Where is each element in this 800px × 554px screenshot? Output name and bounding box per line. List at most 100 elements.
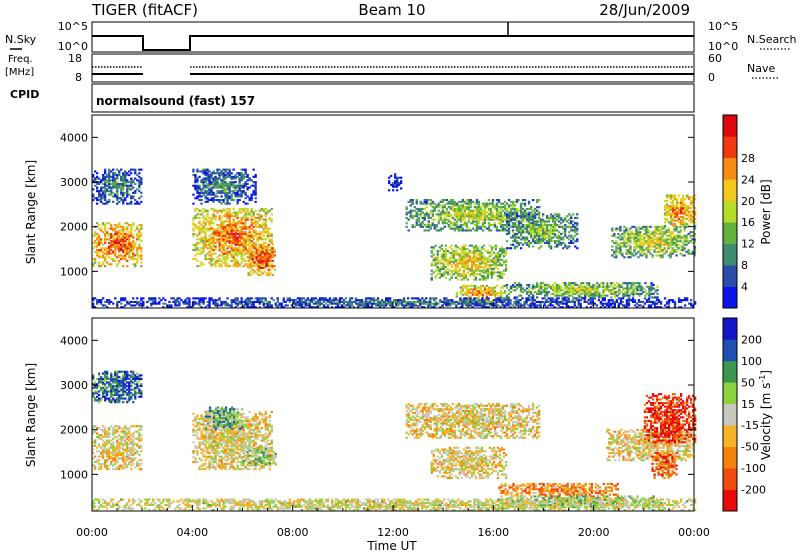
nsky-label: N.Sky bbox=[5, 33, 37, 46]
echo-cell bbox=[196, 247, 199, 250]
echo-cell bbox=[475, 286, 479, 289]
echo-cell bbox=[244, 240, 247, 243]
echo-cell bbox=[466, 251, 469, 254]
echo-cell bbox=[240, 232, 243, 235]
echo-cell bbox=[122, 174, 125, 177]
echo-cell bbox=[200, 236, 203, 239]
echo-cell bbox=[238, 249, 241, 252]
echo-cell bbox=[644, 282, 647, 285]
echo-cell bbox=[216, 227, 219, 230]
echo-cell bbox=[462, 246, 465, 249]
echo-cell bbox=[438, 271, 441, 274]
echo-cell bbox=[417, 218, 420, 221]
echo-cell bbox=[437, 215, 440, 218]
echo-cell bbox=[679, 238, 682, 241]
echo-cell bbox=[116, 197, 119, 200]
echo-cell bbox=[140, 302, 143, 305]
echo-cell bbox=[212, 227, 215, 230]
echo-cell bbox=[394, 182, 397, 185]
echo-cell bbox=[282, 300, 285, 303]
echo-cell bbox=[108, 174, 111, 177]
echo-cell bbox=[490, 274, 494, 277]
echo-cell bbox=[458, 248, 461, 251]
echo-cell bbox=[238, 241, 241, 244]
echo-cell bbox=[116, 263, 119, 266]
echo-cell bbox=[266, 236, 269, 239]
echo-cell bbox=[482, 262, 486, 265]
echo-cell bbox=[230, 302, 233, 305]
echo-cell bbox=[472, 260, 476, 263]
echo-cell bbox=[546, 220, 549, 223]
echo-cell bbox=[110, 224, 113, 227]
echo-cell bbox=[500, 273, 504, 276]
echo-cell bbox=[596, 287, 599, 290]
echo-cell bbox=[110, 232, 113, 235]
echo-cell bbox=[220, 243, 223, 246]
echo-cell bbox=[136, 174, 139, 177]
echo-cell bbox=[454, 266, 457, 269]
echo-cell bbox=[240, 207, 243, 210]
echo-cell bbox=[288, 300, 291, 303]
echo-cell bbox=[212, 181, 215, 184]
echo-cell bbox=[96, 175, 99, 178]
echo-cell bbox=[470, 251, 474, 254]
echo-cell bbox=[140, 249, 143, 252]
echo-cell bbox=[102, 190, 105, 193]
echo-cell bbox=[232, 182, 235, 185]
echo-cell bbox=[532, 287, 535, 290]
echo-cell bbox=[470, 267, 474, 270]
echo-cell bbox=[650, 289, 653, 292]
echo-cell bbox=[423, 218, 426, 221]
echo-cell bbox=[206, 174, 209, 177]
echo-cell bbox=[602, 285, 605, 288]
echo-cell bbox=[246, 175, 249, 178]
echo-cell bbox=[132, 186, 135, 189]
echo-cell bbox=[525, 224, 529, 227]
echo-cell bbox=[692, 205, 695, 208]
echo-cell bbox=[647, 231, 650, 234]
echo-cell bbox=[580, 287, 583, 290]
echo-cell bbox=[499, 229, 503, 232]
echo-cell bbox=[431, 206, 434, 209]
echo-cell bbox=[521, 243, 525, 246]
echo-cell bbox=[639, 252, 642, 255]
echo-cell bbox=[276, 304, 279, 307]
echo-cell bbox=[540, 283, 543, 286]
echo-cell bbox=[220, 174, 223, 177]
echo-cell bbox=[220, 265, 223, 268]
echo-cell bbox=[259, 266, 262, 269]
echo-cell bbox=[210, 254, 213, 257]
echo-cell bbox=[653, 245, 656, 248]
echo-cell bbox=[256, 222, 259, 225]
echo-cell bbox=[234, 263, 237, 266]
echo-cell bbox=[106, 174, 109, 177]
echo-cell bbox=[194, 243, 197, 246]
echo-cell bbox=[623, 229, 626, 232]
echo-cell bbox=[475, 293, 479, 296]
echo-cell bbox=[228, 240, 231, 243]
echo-cell bbox=[96, 202, 99, 205]
echo-cell bbox=[466, 278, 469, 281]
echo-cell bbox=[122, 195, 125, 198]
echo-cell bbox=[218, 245, 221, 248]
echo-cell bbox=[238, 243, 241, 246]
echo-cell bbox=[296, 300, 299, 303]
echo-cell bbox=[212, 200, 215, 203]
echo-cell bbox=[236, 247, 239, 250]
echo-cell bbox=[509, 285, 513, 288]
echo-cell bbox=[548, 285, 551, 288]
echo-cell bbox=[258, 299, 261, 302]
echo-cell bbox=[570, 283, 573, 286]
echo-cell bbox=[196, 216, 199, 219]
echo-cell bbox=[682, 196, 685, 199]
echo-cell bbox=[196, 249, 199, 252]
echo-cell bbox=[222, 258, 225, 261]
echo-cell bbox=[462, 278, 465, 281]
echo-cell bbox=[657, 232, 660, 235]
echo-cell bbox=[247, 259, 250, 262]
echo-cell bbox=[398, 176, 401, 179]
echo-cell bbox=[669, 208, 673, 211]
echo-cell bbox=[248, 211, 251, 214]
echo-cell bbox=[659, 256, 662, 259]
echo-cell bbox=[236, 199, 239, 202]
